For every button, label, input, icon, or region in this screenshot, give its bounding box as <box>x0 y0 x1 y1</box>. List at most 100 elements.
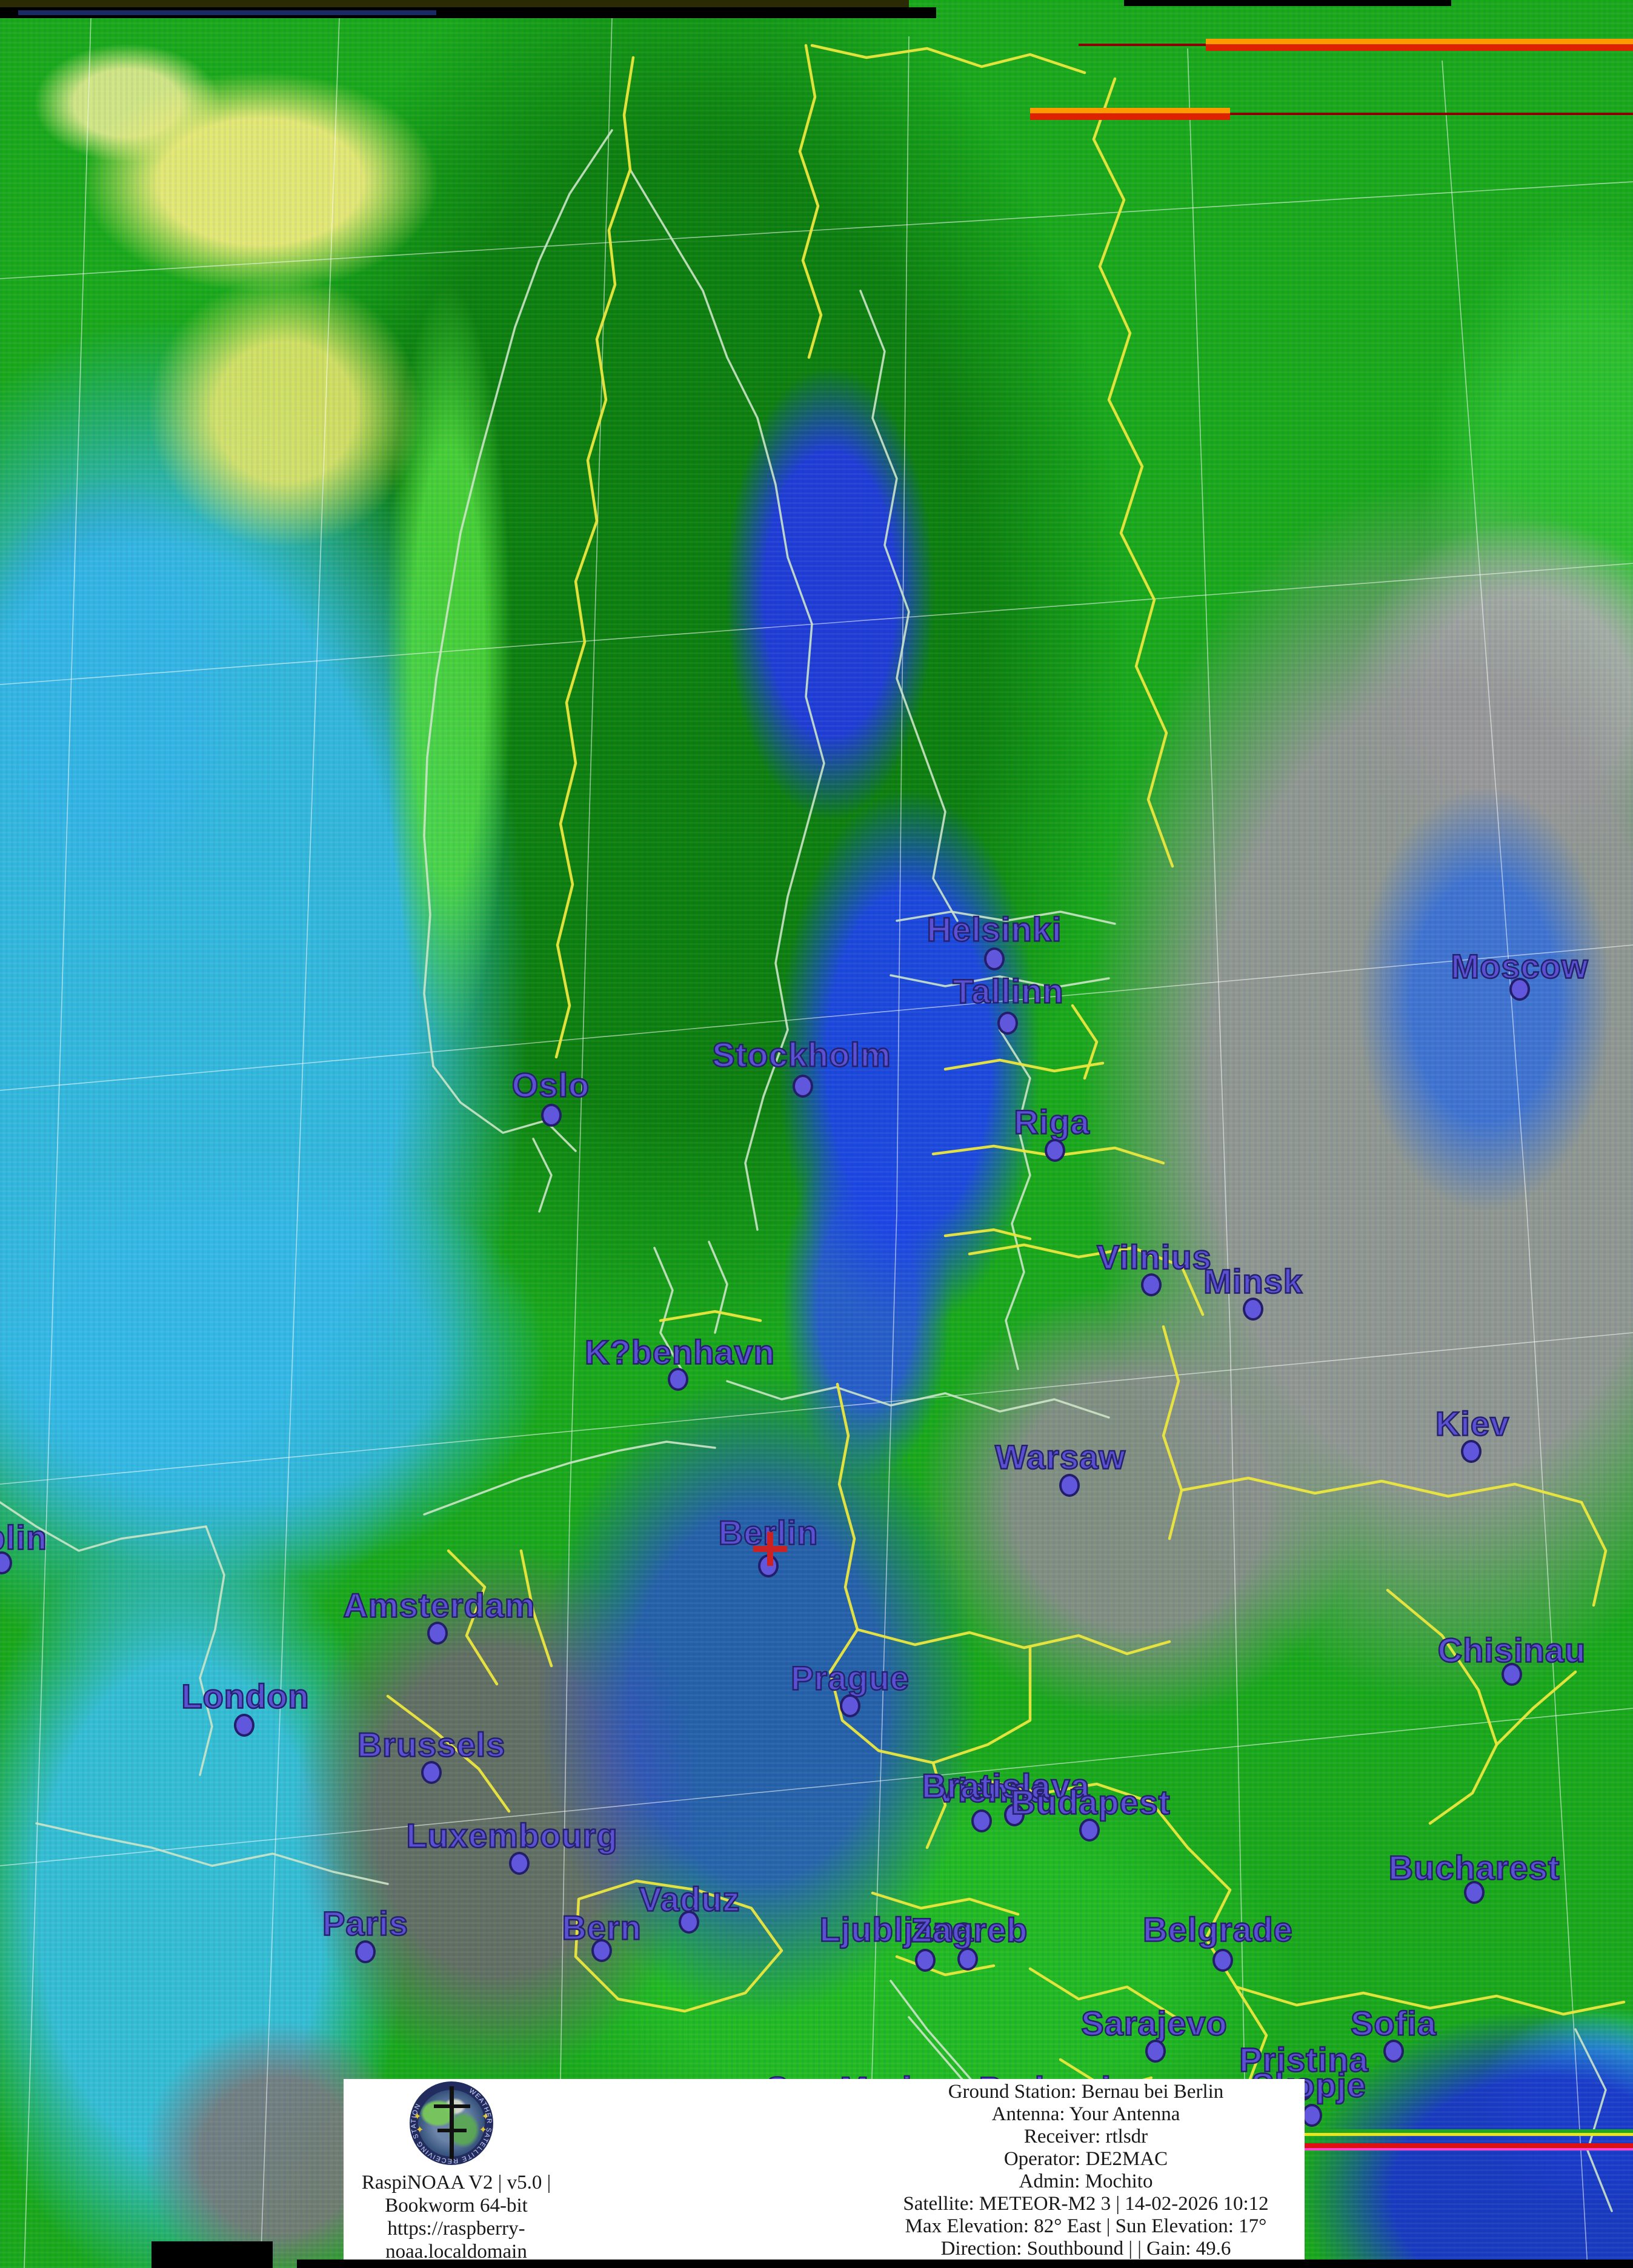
city-dot-ljubljana <box>915 1949 936 1972</box>
city-dot-amsterdam <box>427 1622 448 1645</box>
city-dot-paris <box>355 1940 376 1963</box>
footer-right-line-6: Satellite: METEOR-M2 3 | 14-02-2026 10:1… <box>903 2193 1269 2215</box>
footer-right-line-4: Operator: DE2MAC <box>1003 2148 1168 2170</box>
city-label-k-benhavn: K?benhavn <box>584 1332 775 1372</box>
footer-right-line-2: Antenna: Your Antenna <box>991 2103 1180 2125</box>
footer-info-box: ✦ ✦ ✦ ✦ WEATHER SATELLITE RECEIVING STAT… <box>344 2079 1305 2263</box>
city-dot-tallinn <box>997 1012 1018 1035</box>
footer-right-line-8: Direction: Southbound | | Gain: 49.6 <box>940 2238 1231 2260</box>
city-label-budapest: Budapest <box>1010 1782 1171 1822</box>
footer-right-column: Ground Station: Bernau bei Berlin Antenna… <box>710 2081 1462 2260</box>
graticule-lines <box>0 18 1633 2268</box>
scanline-red-magenta <box>1285 2143 1633 2150</box>
coastlines <box>0 129 1613 2224</box>
ground-station-logo: ✦ ✦ ✦ ✦ <box>410 2081 493 2165</box>
footer-right-line-5: Admin: Mochito <box>1019 2170 1153 2192</box>
city-dot-bratislava <box>1004 1803 1025 1826</box>
city-dot-stockholm <box>793 1075 813 1098</box>
top-right-black-strip <box>1124 0 1451 6</box>
city-dot-budapest <box>1079 1819 1100 1842</box>
city-dot-k-benhavn <box>668 1368 688 1391</box>
scanline-orange-2 <box>1030 108 1230 120</box>
city-dot-vilnius <box>1141 1273 1162 1296</box>
city-label-belgrade: Belgrade <box>1142 1909 1293 1949</box>
logo-star-left-1: ✦ <box>413 2112 422 2122</box>
city-dot-prague <box>840 1694 860 1717</box>
city-dot-helsinki <box>984 947 1005 970</box>
top-blue-telemetry-streak <box>18 10 436 15</box>
city-dot-moscow <box>1509 978 1530 1001</box>
city-label-minsk: Minsk <box>1203 1261 1303 1301</box>
city-label-ljubljana: Ljubljana <box>819 1909 974 1949</box>
city-label-london: London <box>181 1676 310 1716</box>
city-label-bucharest: Bucharest <box>1388 1848 1560 1888</box>
logo-star-right-2: ✦ <box>479 2125 487 2135</box>
city-dot-dublin <box>0 1551 12 1574</box>
city-label-sarajevo: Sarajevo <box>1080 2003 1228 2043</box>
city-dot-kiev <box>1461 1440 1482 1463</box>
city-dot-zagreb <box>957 1948 978 1971</box>
scanline-orange-1 <box>1206 39 1633 51</box>
logo-star-left-2: ✦ <box>416 2125 424 2135</box>
city-label-sofia: Sofia <box>1350 2003 1437 2043</box>
city-label-brussels: Brussels <box>356 1725 506 1765</box>
logo-antenna-boom-lower <box>437 2129 467 2132</box>
footer-left-line-2: Bookworm 64-bit <box>385 2195 528 2217</box>
logo-ring-text-svg: WEATHER SATELLITE RECEIVING STATION <box>410 2087 493 2164</box>
city-dot-chisinau <box>1502 1663 1522 1686</box>
logo-ring-text: WEATHER SATELLITE RECEIVING STATION <box>410 2087 492 2164</box>
footer-left-line-1: RaspiNOAA V2 | v5.0 | <box>361 2172 551 2193</box>
footer-right-line-1: Ground Station: Bernau bei Berlin <box>948 2081 1224 2103</box>
city-label-stockholm: Stockholm <box>711 1035 891 1075</box>
logo-antenna-boom-upper <box>434 2104 470 2108</box>
bottom-black-strip <box>297 2260 1633 2268</box>
svg-text:WEATHER SATELLITE RECEIVING ST: WEATHER SATELLITE RECEIVING STATION <box>410 2087 493 2164</box>
city-dot-warsaw <box>1059 1474 1080 1497</box>
logo-antenna-mast <box>450 2086 454 2160</box>
ground-station-cross-marker <box>753 1532 787 1566</box>
bottom-left-black-patch <box>151 2241 273 2268</box>
top-olive-strip <box>0 0 909 7</box>
city-dot-oslo <box>541 1104 562 1127</box>
city-label-dublin: Dublin <box>0 1517 48 1557</box>
city-label-helsinki: Helsinki <box>926 909 1062 949</box>
city-dot-belgrade <box>1212 1949 1233 1972</box>
city-label-bratislava: Bratislava <box>921 1766 1090 1806</box>
city-label-oslo: Oslo <box>511 1065 590 1105</box>
city-dot-vaduz <box>679 1911 699 1934</box>
city-label-vienna: Vienna <box>934 1770 1050 1810</box>
top-black-strip <box>0 7 936 18</box>
country-borders <box>386 44 1626 2134</box>
footer-left-column: RaspiNOAA V2 | v5.0 | Bookworm 64-bit http… <box>344 2171 569 2263</box>
city-label-warsaw: Warsaw <box>994 1437 1126 1477</box>
city-dot-luxembourg <box>509 1852 530 1875</box>
city-label-kiev: Kiev <box>1435 1404 1510 1444</box>
city-dot-brussels <box>421 1761 442 1784</box>
city-dot-riga <box>1045 1139 1065 1162</box>
footer-right-line-7: Max Elevation: 82° East | Sun Elevation:… <box>905 2215 1267 2237</box>
scanline-green-yellow <box>1285 2129 1633 2136</box>
logo-star-right-1: ✦ <box>481 2112 490 2122</box>
city-dot-london <box>234 1714 254 1737</box>
city-dot-sofia <box>1383 2040 1404 2063</box>
city-label-amsterdam: Amsterdam <box>342 1585 536 1625</box>
footer-left-line-3: https://raspberry- <box>387 2218 525 2240</box>
city-label-tallinn: Tallinn <box>952 971 1064 1011</box>
city-label-pristina: Pristina <box>1239 2040 1369 2080</box>
city-label-prague: Prague <box>790 1658 910 1698</box>
footer-right-line-3: Receiver: rtlsdr <box>1023 2126 1148 2147</box>
city-label-zagreb: Zagreb <box>910 1910 1028 1950</box>
city-dot-minsk <box>1243 1298 1263 1321</box>
city-dot-vienna <box>971 1809 992 1832</box>
city-label-paris: Paris <box>322 1903 409 1943</box>
city-label-luxembourg: Luxembourg <box>405 1815 618 1855</box>
city-dot-sarajevo <box>1145 2040 1166 2063</box>
footer-left-line-4: noaa.localdomain <box>385 2241 527 2263</box>
city-label-vilnius: Vilnius <box>1096 1237 1212 1277</box>
city-dot-bucharest <box>1464 1881 1485 1904</box>
city-label-riga: Riga <box>1013 1102 1090 1142</box>
